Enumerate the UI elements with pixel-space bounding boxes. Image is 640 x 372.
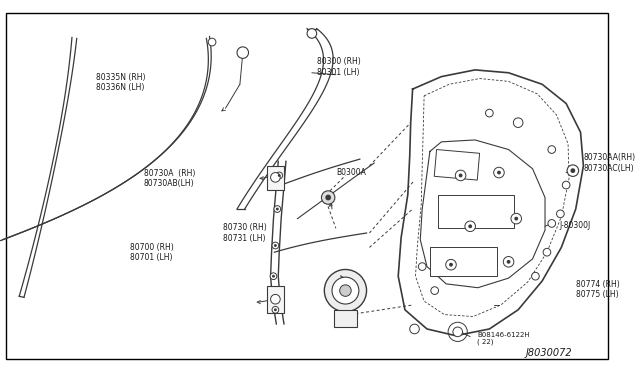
Circle shape (511, 214, 522, 224)
Circle shape (543, 248, 551, 256)
Bar (430, 247, 497, 276)
Circle shape (419, 263, 426, 270)
Circle shape (557, 210, 564, 218)
Text: 80774 (RH)
80775 (LH): 80774 (RH) 80775 (LH) (576, 280, 620, 299)
Circle shape (208, 38, 216, 46)
Circle shape (237, 47, 248, 58)
Bar (267, 286, 284, 312)
Circle shape (445, 259, 456, 270)
Circle shape (276, 172, 283, 179)
Circle shape (321, 191, 335, 204)
Circle shape (455, 170, 466, 181)
Bar (334, 310, 357, 327)
Circle shape (548, 219, 556, 227)
Text: J-80300J: J-80300J (559, 221, 591, 230)
Bar (438, 195, 515, 228)
Circle shape (497, 171, 501, 174)
Circle shape (307, 29, 317, 38)
Circle shape (515, 217, 518, 221)
Circle shape (274, 244, 277, 247)
Circle shape (274, 206, 281, 212)
Text: 80730 (RH)
80731 (LH): 80730 (RH) 80731 (LH) (223, 223, 266, 243)
Circle shape (570, 168, 575, 173)
Circle shape (468, 224, 472, 228)
Circle shape (270, 273, 277, 279)
Text: 80335N (RH)
80336N (LH): 80335N (RH) 80336N (LH) (96, 73, 145, 92)
Circle shape (453, 327, 463, 337)
Circle shape (563, 181, 570, 189)
Circle shape (332, 277, 359, 304)
Circle shape (272, 307, 279, 313)
Circle shape (449, 263, 453, 267)
Text: 80730AA(RH)
80730AC(LH): 80730AA(RH) 80730AC(LH) (584, 153, 636, 173)
Circle shape (493, 167, 504, 178)
Text: 80300 (RH)
80301 (LH): 80300 (RH) 80301 (LH) (317, 57, 360, 77)
Circle shape (567, 165, 579, 176)
Circle shape (272, 242, 279, 249)
Text: B08146-6122H
( 22): B08146-6122H ( 22) (477, 332, 529, 345)
Circle shape (507, 260, 511, 264)
Circle shape (324, 269, 367, 312)
Circle shape (486, 109, 493, 117)
Circle shape (465, 221, 476, 232)
Text: B0300A: B0300A (336, 168, 365, 177)
Bar (267, 166, 284, 190)
Circle shape (503, 257, 514, 267)
Circle shape (431, 287, 438, 294)
Circle shape (513, 118, 523, 128)
Circle shape (325, 195, 331, 201)
Text: 80730A  (RH)
80730AB(LH): 80730A (RH) 80730AB(LH) (144, 169, 195, 188)
Circle shape (532, 272, 540, 280)
Text: J8030072: J8030072 (526, 348, 572, 358)
Circle shape (271, 173, 280, 182)
Circle shape (410, 324, 419, 334)
Circle shape (274, 308, 277, 311)
Circle shape (272, 275, 275, 278)
Circle shape (548, 146, 556, 153)
Text: 80700 (RH)
80701 (LH): 80700 (RH) 80701 (LH) (129, 243, 173, 262)
Circle shape (340, 285, 351, 296)
Text: B: B (456, 329, 460, 334)
Circle shape (459, 173, 463, 177)
Bar (435, 150, 479, 180)
Circle shape (278, 174, 281, 177)
Circle shape (271, 294, 280, 304)
Circle shape (276, 208, 279, 211)
